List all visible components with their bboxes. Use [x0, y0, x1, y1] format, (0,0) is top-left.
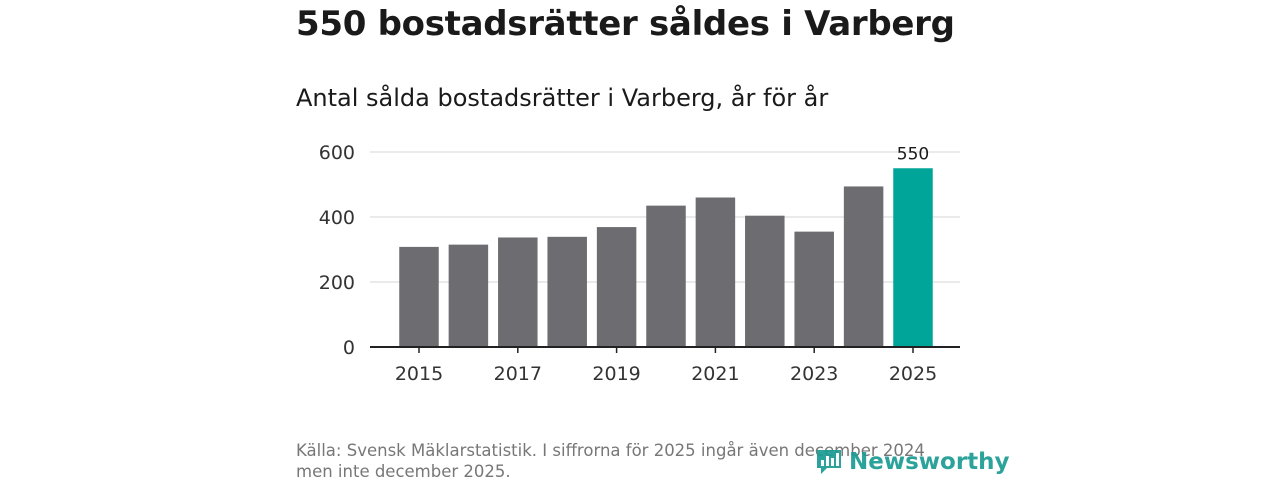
logo-text: Newsworthy: [849, 449, 1010, 475]
y-tick-label: 600: [319, 142, 355, 164]
bar-2023: [794, 231, 834, 347]
bar-2015: [399, 246, 439, 347]
y-tick-label: 200: [319, 272, 355, 294]
chart-subtitle: Antal sålda bostadsrätter i Varberg, år …: [296, 84, 829, 112]
x-tick-label: 2023: [790, 363, 838, 385]
y-tick-label: 400: [319, 207, 355, 229]
bar-chart: 0 200 400 600 2015 2017 2019 2021 2023 2025 550: [319, 142, 960, 385]
bar-chart-speech-bubble-icon: [817, 450, 841, 474]
x-tick-label: 2021: [691, 363, 739, 385]
newsworthy-logo: Newsworthy: [814, 446, 1010, 478]
bar-2021: [695, 197, 736, 347]
source-note: Källa: Svensk Mäklarstatistik. I siffror…: [296, 440, 996, 482]
bar-2025: [893, 168, 933, 347]
x-tick-label: 2025: [889, 363, 937, 385]
y-tick-label: 0: [343, 337, 355, 359]
bar-2017: [498, 237, 538, 347]
x-tick-label: 2017: [494, 363, 542, 385]
data-label-2025: 550: [897, 144, 929, 164]
x-tick-label: 2019: [592, 363, 640, 385]
source-line-2: men inte december 2025.: [296, 462, 511, 481]
bar-2016: [448, 244, 489, 347]
bar-2024: [843, 186, 884, 347]
bar-2018: [547, 236, 587, 347]
bar-2022: [745, 215, 785, 347]
bar-2019: [596, 227, 637, 347]
bar-2020: [646, 205, 686, 347]
chart-title: 550 bostadsrätter såldes i Varberg: [296, 4, 955, 44]
source-line-1: Källa: Svensk Mäklarstatistik. I siffror…: [296, 441, 925, 460]
x-tick-label: 2015: [395, 363, 443, 385]
